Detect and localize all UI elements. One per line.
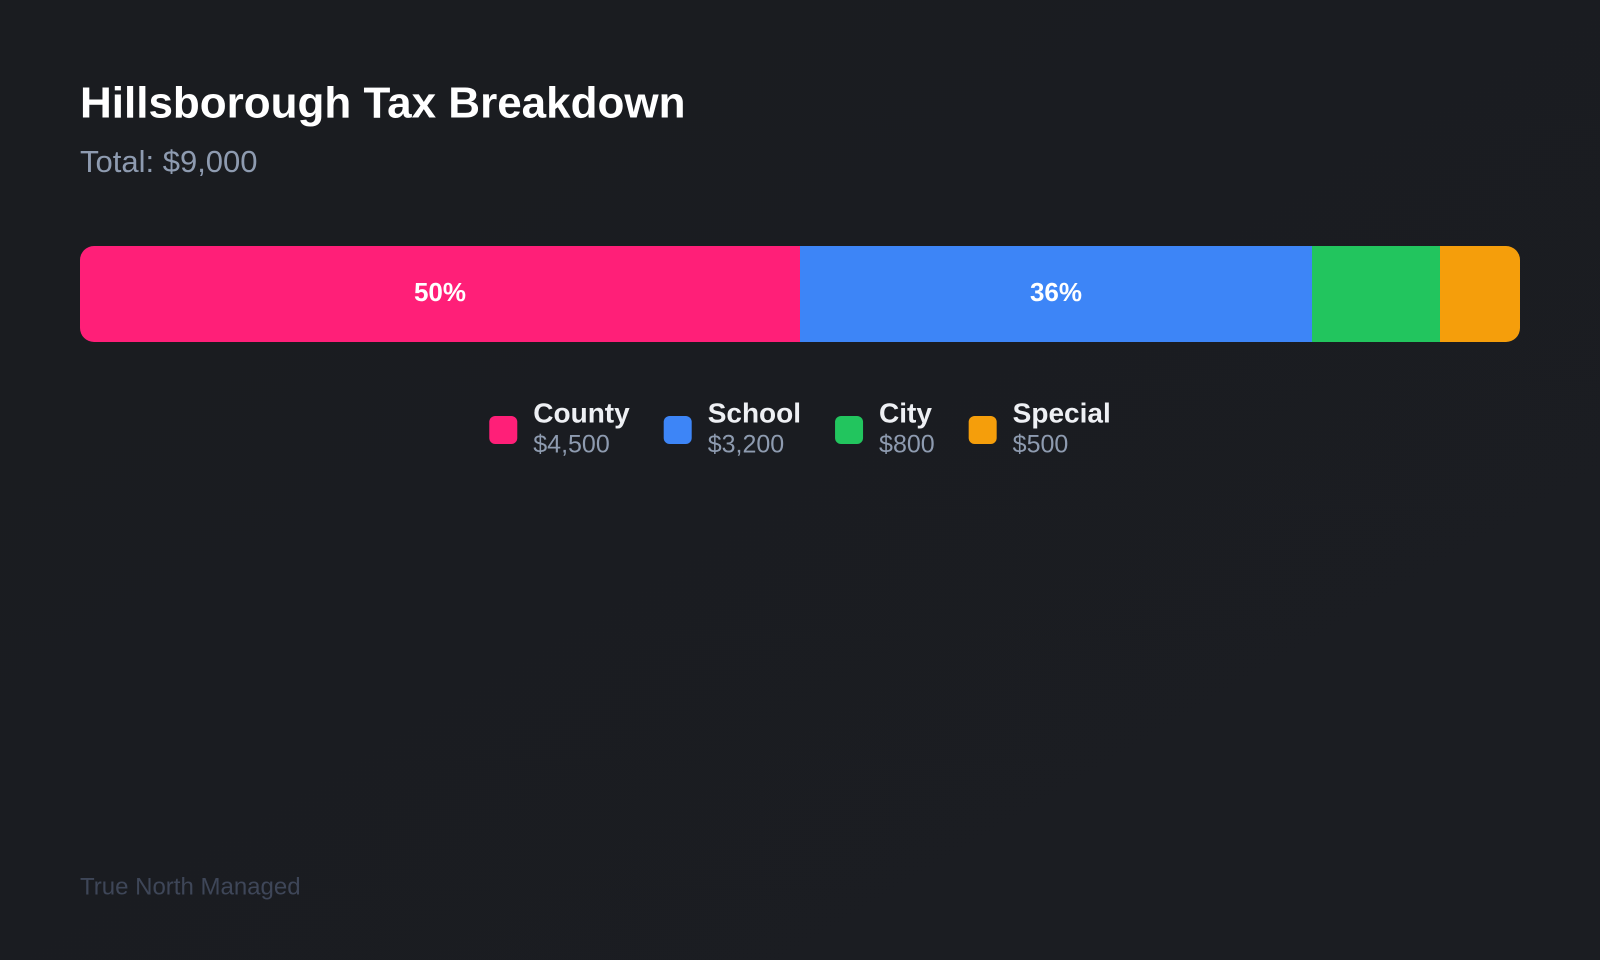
- legend-swatch: [663, 416, 692, 444]
- legend-item: City $800: [835, 397, 935, 459]
- stacked-bar: [80, 246, 1520, 342]
- legend-value: $4,500: [533, 431, 609, 459]
- legend-name: City: [879, 397, 932, 428]
- bar-segment: [1440, 246, 1520, 342]
- legend-item: County $4,500: [489, 397, 630, 459]
- legend: County $4,500 School $3,200 City $800 Special $…: [489, 397, 1111, 459]
- legend-swatch: [835, 416, 864, 444]
- chart-title: Hillsborough Tax Breakdown: [80, 79, 685, 128]
- legend-name: Special: [1013, 397, 1111, 428]
- bar-segment: [800, 246, 1312, 342]
- legend-value: $500: [1013, 431, 1069, 459]
- legend-name: School: [708, 397, 801, 428]
- legend-swatch: [489, 416, 518, 444]
- legend-item: Special $500: [968, 397, 1111, 459]
- bar-segment: [1312, 246, 1440, 342]
- legend-value: $3,200: [708, 431, 784, 459]
- segment-label: 36%: [1030, 277, 1082, 307]
- legend-name: County: [533, 397, 630, 428]
- segment-label: 50%: [414, 277, 466, 307]
- legend-swatch: [968, 416, 997, 444]
- subtitle: Total: $9,000: [80, 144, 258, 179]
- legend-value: $800: [879, 431, 935, 459]
- bar-segment: [80, 246, 800, 342]
- footer: True North Managed: [80, 873, 301, 900]
- legend-item: School $3,200: [663, 397, 801, 459]
